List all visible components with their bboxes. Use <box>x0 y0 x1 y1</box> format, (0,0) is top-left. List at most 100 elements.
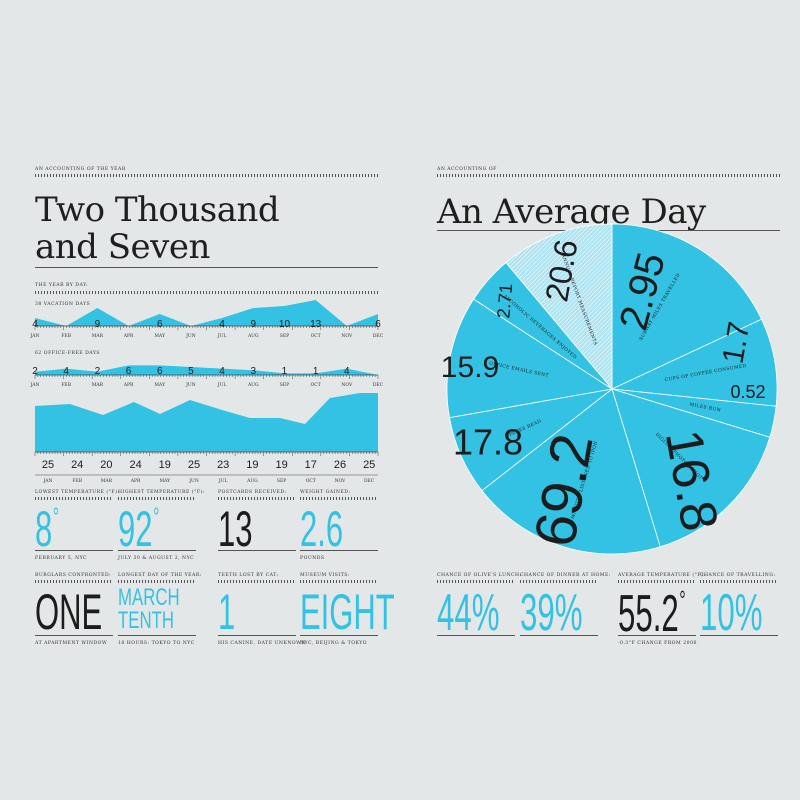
data-label: 13 <box>310 319 322 330</box>
stat-rule <box>118 550 196 551</box>
area-series <box>35 365 378 375</box>
pie-slice <box>611 388 771 548</box>
stat-hatch-rule <box>300 497 378 500</box>
data-label: 1 <box>282 366 288 377</box>
stat-hatch-rule <box>118 580 196 583</box>
month-label: APR <box>123 333 134 339</box>
stat-value-text: 13 <box>218 501 253 557</box>
stat-value-line2: TENTH <box>118 606 174 634</box>
month-label: AUG <box>247 333 259 339</box>
stat-value: 13 <box>218 504 252 554</box>
data-label: 26 <box>334 459 346 471</box>
stat-rule <box>218 635 296 636</box>
month-label: MAR <box>101 478 113 484</box>
month-label: OCT <box>306 478 316 484</box>
pie-value-label: 1.7 <box>717 319 757 366</box>
month-label: FEB <box>72 478 82 484</box>
month-label: SEP <box>280 382 289 388</box>
pie-slice <box>611 223 763 390</box>
data-label: 2 <box>95 366 101 377</box>
pie-category-label: MILES RUN <box>689 402 721 414</box>
stat-hatch-rule <box>35 497 113 500</box>
degree-symbol: ° <box>153 502 160 531</box>
stat-value-text: 2.6 <box>300 501 344 557</box>
stat-hatch-rule <box>118 497 196 500</box>
data-label: 24 <box>71 459 83 471</box>
stat-value-text: 1 <box>218 584 236 640</box>
stat-value-line1: MARCH <box>118 584 180 611</box>
data-label: 3 <box>250 366 256 377</box>
month-label: DEC <box>373 333 384 339</box>
stat-label: CHANCE OF OLIVE'S LUNCH: <box>437 573 522 578</box>
left-eyebrow: AN ACCOUNTING OF THE YEAR <box>35 167 126 172</box>
month-label: DEC <box>364 478 375 484</box>
stat-value: 92° <box>118 504 159 554</box>
stat-rule <box>35 550 113 551</box>
stat-rule <box>300 635 378 636</box>
stat-hatch-rule <box>618 580 696 583</box>
stat-rule <box>618 635 696 636</box>
stat-value: 44% <box>437 587 499 639</box>
stat-value-text: 55.2 <box>618 585 679 644</box>
stat-rule <box>520 635 598 636</box>
left-title-rule <box>35 267 378 268</box>
stat-rule <box>700 635 778 636</box>
left-title-line1: Two Thousand <box>35 190 280 230</box>
pie-slice <box>446 298 614 419</box>
stat-label: LONGEST DAY OF THE YEAR: <box>118 573 202 578</box>
left-title-line2: and Seven <box>35 227 210 267</box>
data-label: 25 <box>188 459 200 471</box>
stat-value: ONE <box>35 587 102 637</box>
month-label: NOV <box>341 382 353 388</box>
area-series <box>35 300 378 326</box>
month-label: FEB <box>61 382 71 388</box>
month-label: JUN <box>188 478 199 484</box>
month-label: MAY <box>154 333 166 339</box>
stat-caption: AT APARTMENT WINDOW <box>35 641 108 646</box>
stat-label: CHANCE OF DINNER AT HOME: <box>520 573 611 578</box>
stat-value: 8° <box>35 504 59 554</box>
month-label: JUN <box>185 333 196 339</box>
data-label: 19 <box>246 459 258 471</box>
pie-slice <box>610 318 778 407</box>
stat-value: 2.6 <box>300 504 343 554</box>
year-by-day-label: THE YEAR BY DAY: <box>35 283 89 288</box>
data-label: 4 <box>344 366 350 377</box>
data-label: 2 <box>32 366 38 377</box>
pie-value-label: 15.9 <box>441 351 499 384</box>
office-free-label: 62 OFFICE-FREE DAYS <box>35 351 101 356</box>
stat-label: TEETH LOST BY CAT: <box>218 573 279 578</box>
degree-symbol: ° <box>52 502 60 531</box>
month-label: OCT <box>311 382 321 388</box>
month-label: DEC <box>373 382 384 388</box>
data-label: 25 <box>42 459 54 471</box>
stat-value: 1 <box>218 587 235 637</box>
month-label: APR <box>123 382 134 388</box>
data-label: 20 <box>100 459 112 471</box>
month-label: JUL <box>217 333 227 339</box>
area-series <box>35 393 378 452</box>
stat-label: BURGLARS CONFRONTED: <box>35 573 112 578</box>
stat-rule <box>437 635 515 636</box>
stat-hatch-rule <box>437 580 515 583</box>
data-label: 17 <box>305 459 317 471</box>
right-title: An Average Day <box>437 192 706 232</box>
stat-label: HIGHEST TEMPERATURE (°F): <box>118 490 205 495</box>
data-label: 4 <box>219 366 225 377</box>
stat-label: MUSEUM VISITS: <box>300 573 350 578</box>
month-label: MAY <box>159 478 171 484</box>
pie-slice <box>481 388 661 555</box>
data-label: 10 <box>279 319 291 330</box>
month-label: JUL <box>217 382 227 388</box>
month-label: JAN <box>30 382 40 388</box>
stat-rule <box>300 550 378 551</box>
degree-symbol: ° <box>679 585 686 615</box>
stat-hatch-rule <box>218 580 296 583</box>
stat-hatch-rule <box>520 580 598 583</box>
month-label: MAR <box>92 333 104 339</box>
data-label: 19 <box>275 459 287 471</box>
month-label: JUN <box>185 382 196 388</box>
year-hatch-rule <box>35 291 378 294</box>
stat-rule <box>118 635 196 636</box>
